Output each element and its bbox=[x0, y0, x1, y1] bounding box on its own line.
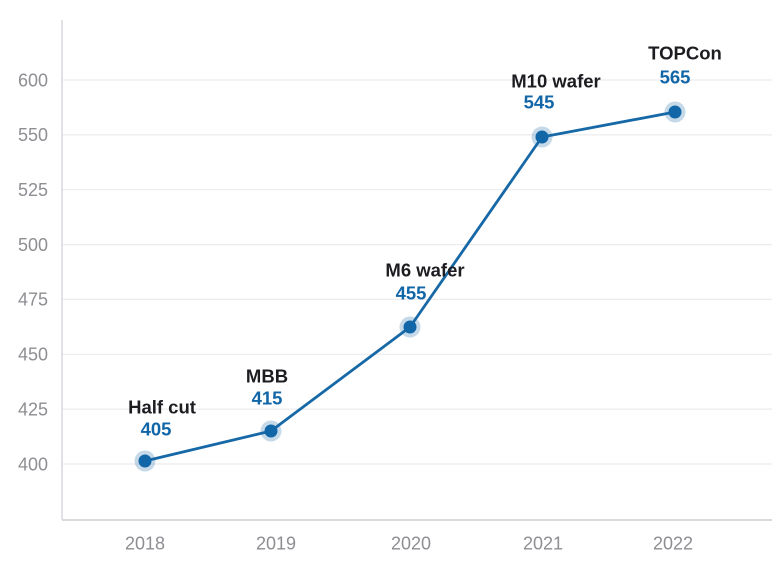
x-tick-label: 2021 bbox=[523, 533, 563, 553]
annotation-label: M10 wafer bbox=[511, 70, 600, 91]
data-point bbox=[138, 454, 152, 468]
x-tick-label: 2022 bbox=[653, 533, 693, 553]
x-tick-label: 2018 bbox=[125, 533, 165, 553]
data-point bbox=[403, 320, 417, 334]
y-tick-label: 475 bbox=[18, 290, 48, 310]
y-tick-label: 525 bbox=[18, 180, 48, 200]
annotation-label: TOPCon bbox=[648, 42, 722, 63]
data-point bbox=[535, 130, 549, 144]
data-point bbox=[264, 424, 278, 438]
y-tick-label: 550 bbox=[18, 125, 48, 145]
annotation-value: 455 bbox=[396, 282, 427, 303]
y-tick-label: 450 bbox=[18, 345, 48, 365]
annotation-value: 405 bbox=[141, 418, 172, 439]
annotation-value: 415 bbox=[252, 387, 283, 408]
data-point bbox=[668, 105, 682, 119]
y-tick-label: 600 bbox=[18, 70, 48, 90]
x-tick-label: 2020 bbox=[391, 533, 431, 553]
x-tick-label: 2019 bbox=[256, 533, 296, 553]
y-tick-label: 425 bbox=[18, 399, 48, 419]
annotation-label: M6 wafer bbox=[385, 259, 464, 280]
annotation-value: 545 bbox=[524, 91, 555, 112]
annotation-label: MBB bbox=[246, 365, 288, 386]
annotation-label: Half cut bbox=[128, 396, 196, 417]
y-tick-label: 500 bbox=[18, 235, 48, 255]
y-tick-label: 400 bbox=[18, 454, 48, 474]
annotation-value: 565 bbox=[660, 66, 691, 87]
